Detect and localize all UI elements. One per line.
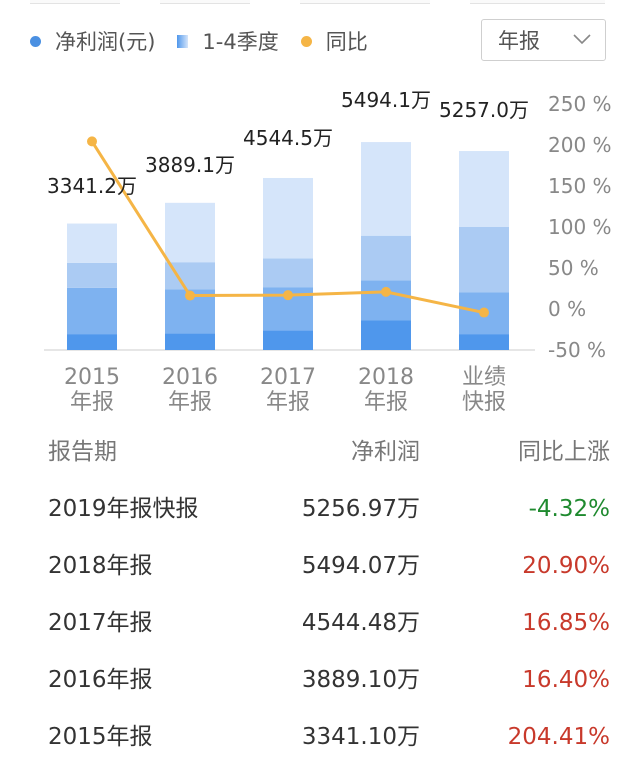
x-tick-label: 2016 [162, 365, 218, 390]
period-select-value: 年报 [498, 29, 540, 53]
bar-segment [67, 287, 117, 335]
yoy-point [479, 307, 489, 318]
yoy-point [283, 290, 293, 301]
row-period: 2015年报 [48, 724, 153, 750]
y2-tick-label: 50 % [548, 256, 599, 280]
yoy-point [185, 290, 195, 301]
table-row[interactable]: 2017年报 4544.48万 16.85% [0, 595, 640, 651]
x-tick-label: 业绩 [462, 365, 506, 390]
y2-tick-label: 250 % [548, 92, 612, 116]
header-profit: 净利润 [351, 439, 420, 465]
bar-value-label: 4544.5万 [243, 126, 333, 150]
legend-dot-icon [300, 35, 312, 47]
row-yoy: 16.40% [522, 667, 610, 693]
row-yoy: 20.90% [522, 553, 610, 579]
row-period: 2017年报 [48, 610, 153, 636]
bar-value-label: 3341.2万 [47, 174, 137, 198]
chevron-down-icon [573, 34, 591, 45]
bar-segment [165, 333, 215, 350]
table-row[interactable]: 2018年报 5494.07万 20.90% [0, 538, 640, 594]
bar-segment [263, 177, 313, 259]
y2-tick-label: -50 % [548, 338, 606, 362]
x-tick-label: 年报 [168, 390, 212, 415]
y2-tick-label: 150 % [548, 174, 612, 198]
legend-label: 净利润(元) [55, 30, 156, 54]
table-row[interactable]: 2015年报 3341.10万 204.41% [0, 709, 640, 765]
period-select[interactable]: 年报 [481, 19, 606, 61]
x-tick-label: 年报 [266, 390, 310, 415]
chart-legend: 净利润(元) 1-4季度 同比 [30, 24, 390, 58]
bar-segment [361, 280, 411, 321]
bar-segment [165, 202, 215, 263]
x-tick-label: 2017 [260, 365, 316, 390]
yoy-point [381, 286, 391, 297]
row-profit: 4544.48万 [301, 610, 420, 636]
x-tick-label: 年报 [364, 390, 408, 415]
row-yoy: 204.41% [507, 724, 610, 750]
bar-segment [361, 320, 411, 350]
table-row[interactable]: 2019年报快报 5256.97万 -4.32% [0, 481, 640, 537]
x-tick-label: 2018 [358, 365, 414, 390]
yoy-point [87, 136, 97, 147]
bar-segment [459, 334, 509, 350]
row-profit: 5256.97万 [301, 496, 420, 522]
bar-segment [459, 151, 509, 227]
row-yoy: -4.32% [528, 496, 610, 522]
bar-segment [67, 334, 117, 350]
header-yoy: 同比上涨 [518, 439, 610, 465]
bar-segment [67, 223, 117, 263]
legend-gradient-icon [177, 34, 189, 48]
bar-segment [263, 258, 313, 288]
top-tab-strip [0, 0, 640, 6]
bar-value-label: 5257.0万 [439, 98, 529, 122]
table-row[interactable]: 2016年报 3889.10万 16.40% [0, 652, 640, 708]
bar-segment [459, 227, 509, 293]
legend-item-net-profit[interactable]: 净利润(元) [30, 26, 155, 56]
y2-tick-label: 200 % [548, 133, 612, 157]
bar-segment [361, 235, 411, 281]
bar-segment [361, 142, 411, 236]
row-profit: 3889.10万 [301, 667, 420, 693]
bar-value-label: 3889.1万 [145, 153, 235, 177]
table-header: 报告期 净利润 同比上涨 [0, 424, 640, 480]
row-profit: 5494.07万 [301, 553, 420, 579]
row-profit: 3341.10万 [301, 724, 420, 750]
bar-segment [67, 262, 117, 288]
legend-item-yoy[interactable]: 同比 [300, 26, 368, 56]
y2-tick-label: 0 % [548, 297, 586, 321]
legend-dot-icon [30, 35, 41, 47]
row-period: 2018年报 [48, 553, 153, 579]
x-tick-label: 快报 [462, 390, 506, 415]
row-period: 2016年报 [48, 667, 153, 693]
bar-value-label: 5494.1万 [341, 88, 431, 112]
legend-label: 1-4季度 [202, 30, 279, 54]
legend-item-quarters[interactable]: 1-4季度 [177, 26, 279, 56]
row-period: 2019年报快报 [48, 496, 199, 522]
bar-segment [263, 330, 313, 350]
row-yoy: 16.85% [522, 610, 610, 636]
x-tick-label: 2015 [64, 365, 120, 390]
legend-label: 同比 [325, 30, 368, 54]
y2-tick-label: 100 % [548, 215, 612, 239]
header-period: 报告期 [48, 439, 117, 465]
x-tick-label: 年报 [70, 390, 114, 415]
